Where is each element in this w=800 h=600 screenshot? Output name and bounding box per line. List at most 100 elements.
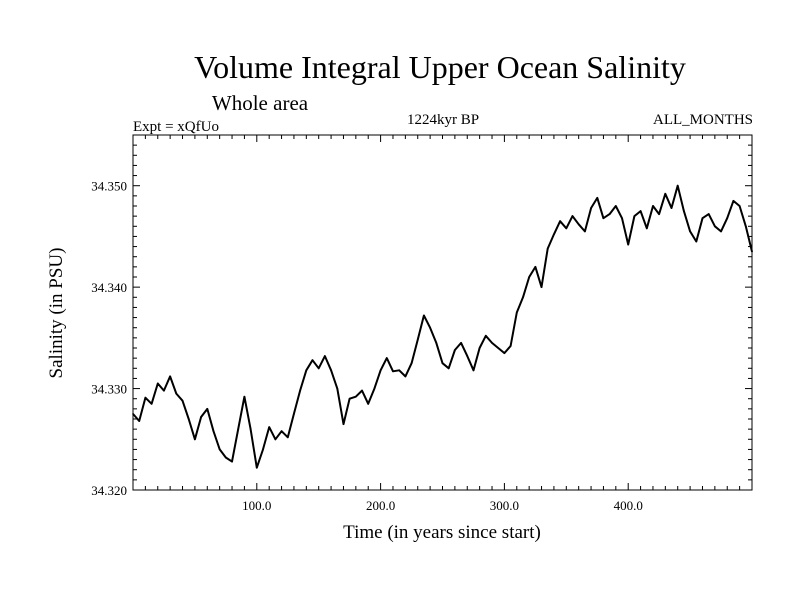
x-tick-label: 200.0 — [366, 498, 395, 513]
data-point — [404, 375, 407, 378]
y-tick-label: 34.320 — [91, 483, 127, 498]
months-label: ALL_MONTHS — [653, 112, 753, 128]
data-point — [367, 402, 370, 405]
data-point — [738, 205, 741, 207]
data-point — [553, 233, 555, 236]
data-point — [305, 369, 308, 372]
data-point — [249, 428, 252, 430]
data-point — [231, 460, 233, 463]
y-tick-label: 34.330 — [91, 382, 127, 397]
data-point — [621, 217, 623, 219]
data-point — [348, 397, 351, 400]
data-point — [466, 355, 469, 357]
data-point — [664, 193, 667, 195]
data-point — [187, 418, 190, 420]
data-point — [262, 448, 264, 451]
data-point — [602, 217, 605, 219]
data-point — [460, 342, 462, 344]
data-point — [150, 402, 153, 405]
data-point — [416, 339, 419, 341]
data-point — [218, 448, 221, 451]
data-point — [478, 347, 481, 349]
data-point — [534, 266, 537, 268]
data-point — [132, 413, 134, 415]
y-tick-label: 34.350 — [91, 179, 127, 194]
data-point — [590, 207, 592, 209]
data-point — [658, 213, 660, 215]
data-point — [695, 240, 698, 243]
x-axis-ticks — [144, 135, 741, 490]
y-axis-tick-labels: 34.320 34.330 34.340 34.350 — [91, 179, 127, 498]
data-point — [639, 210, 642, 212]
data-point — [237, 428, 240, 430]
data-point — [398, 369, 400, 372]
data-point — [633, 215, 636, 217]
data-point — [342, 423, 345, 425]
period-label: 1224kyr BP — [407, 112, 479, 128]
data-point — [528, 276, 530, 278]
data-point — [317, 367, 320, 370]
data-point — [181, 399, 184, 402]
data-point — [627, 243, 629, 246]
salinity-series-line — [132, 184, 753, 469]
data-point — [615, 205, 617, 207]
data-point — [293, 413, 295, 415]
data-point — [225, 456, 227, 459]
data-point — [503, 352, 506, 354]
data-point — [670, 207, 673, 209]
data-point — [423, 314, 425, 317]
data-point — [745, 225, 747, 228]
data-point — [584, 230, 586, 233]
data-point — [608, 213, 611, 215]
data-point — [361, 389, 363, 392]
data-point — [454, 349, 456, 351]
data-point — [689, 230, 691, 233]
data-point — [169, 375, 171, 378]
data-point — [200, 416, 202, 418]
data-point — [714, 225, 716, 228]
data-point — [410, 362, 413, 365]
experiment-label: Expt = xQfUo — [133, 119, 219, 135]
y-axis-ticks — [133, 144, 752, 481]
data-point — [194, 438, 196, 441]
y-axis-label: Salinity (in PSU) — [46, 248, 67, 379]
data-point — [392, 370, 394, 373]
data-point — [429, 326, 431, 329]
data-point — [522, 296, 524, 299]
data-point — [447, 367, 450, 370]
data-point — [255, 466, 258, 469]
data-point — [509, 345, 512, 347]
data-point — [324, 355, 326, 357]
data-point — [720, 230, 722, 233]
data-point — [441, 362, 444, 365]
data-point — [156, 382, 159, 385]
data-point — [540, 286, 543, 288]
data-point — [385, 357, 388, 359]
data-point — [280, 430, 283, 432]
data-point — [645, 227, 648, 230]
data-point — [559, 220, 561, 223]
data-point — [268, 426, 270, 428]
data-point — [497, 347, 500, 349]
data-point — [683, 210, 685, 212]
data-point — [701, 217, 704, 219]
data-point — [751, 250, 753, 253]
x-tick-label: 400.0 — [614, 498, 643, 513]
data-point — [138, 420, 140, 422]
x-tick-label: 300.0 — [490, 498, 519, 513]
data-point — [336, 387, 339, 390]
data-point — [299, 389, 301, 392]
x-tick-label: 100.0 — [242, 498, 271, 513]
x-axis-label: Time (in years since start) — [343, 522, 541, 543]
data-point — [175, 392, 178, 395]
data-point — [373, 387, 376, 390]
data-point — [311, 359, 314, 361]
data-point — [652, 205, 654, 207]
data-point — [707, 213, 710, 215]
chart-title: Volume Integral Upper Ocean Salinity — [194, 49, 686, 85]
data-point — [243, 395, 246, 398]
data-point — [732, 200, 735, 202]
data-point — [435, 342, 438, 344]
data-point — [515, 311, 518, 314]
